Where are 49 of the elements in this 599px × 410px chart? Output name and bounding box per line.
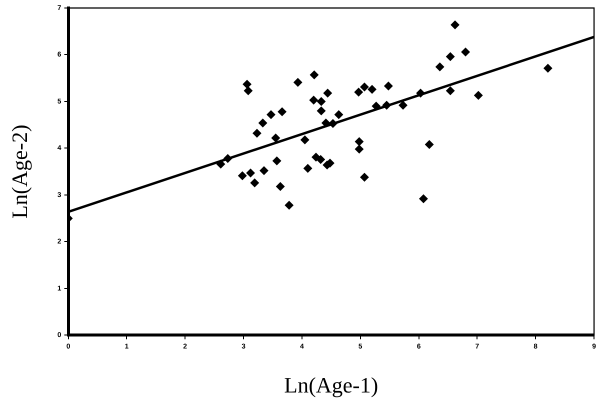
point: [316, 96, 326, 106]
point: [543, 64, 552, 73]
point: [323, 88, 332, 98]
point: [446, 86, 455, 96]
point: [272, 156, 282, 166]
point: [316, 154, 326, 164]
point: [321, 118, 330, 128]
point: [271, 133, 280, 142]
point: [316, 106, 326, 116]
point: [284, 200, 294, 210]
point: [398, 100, 408, 110]
point: [450, 20, 460, 30]
point: [360, 172, 369, 182]
point: [276, 182, 285, 192]
point: [244, 86, 253, 96]
point: [223, 154, 232, 164]
point: [309, 96, 318, 105]
point: [354, 88, 364, 97]
point: [310, 70, 319, 80]
point: [354, 137, 364, 146]
x-axis-title: Ln(Age-1): [284, 372, 378, 398]
point: [216, 160, 226, 169]
point: [418, 194, 428, 204]
point: [372, 102, 381, 111]
point: [474, 90, 483, 100]
point: [303, 164, 312, 173]
point: [334, 110, 344, 120]
point: [246, 168, 256, 178]
point: [242, 80, 252, 89]
point: [258, 118, 268, 128]
point: [238, 171, 247, 180]
point: [382, 100, 392, 110]
point: [368, 84, 377, 94]
point: [259, 166, 268, 176]
point: [252, 128, 262, 138]
point: [435, 62, 444, 72]
point: [250, 178, 260, 188]
point: [266, 110, 276, 120]
point: [446, 52, 455, 62]
point: [293, 78, 302, 87]
point: [416, 88, 426, 98]
point: [278, 107, 287, 116]
point: [384, 82, 393, 91]
point: [354, 144, 364, 154]
point: [360, 82, 369, 92]
y-axis-title: Ln(Age-2): [6, 124, 32, 219]
point: [300, 135, 310, 144]
point: [461, 47, 470, 56]
point: [424, 140, 434, 149]
